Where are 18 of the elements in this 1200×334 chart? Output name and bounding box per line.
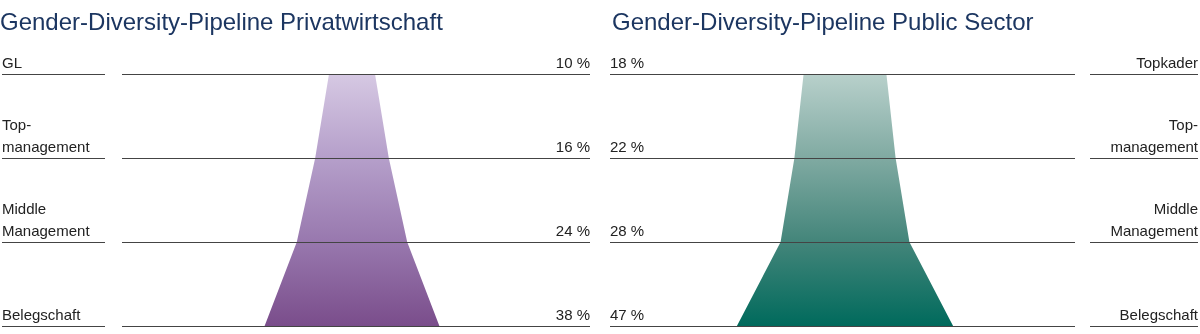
category-label: Top-management — [1110, 116, 1199, 155]
data-label: 47 % — [610, 306, 645, 323]
category-label: Belegschaft — [2, 306, 82, 323]
data-label: 10 % — [555, 54, 590, 71]
data-label: 18 % — [610, 54, 645, 71]
text: Gender-Diversity-Pipeline Public Sector — [612, 8, 1034, 35]
data-label: 22 % — [610, 138, 645, 155]
data-label: 24 % — [555, 222, 590, 239]
category-label: Topkader — [1136, 54, 1198, 71]
category-label: Belegschaft — [1119, 306, 1199, 323]
category-label: GL — [2, 54, 23, 71]
category-label: Middle Management — [2, 200, 91, 239]
data-label: 16 % — [555, 138, 590, 155]
data-label: 38 % — [555, 306, 590, 323]
category-label: Top-management — [2, 116, 91, 155]
category-label: Middle Management — [1110, 200, 1199, 239]
text: Gender-Diversity-Pipeline Privatwirtschaft — [0, 8, 444, 35]
data-label: 28 % — [610, 222, 645, 239]
